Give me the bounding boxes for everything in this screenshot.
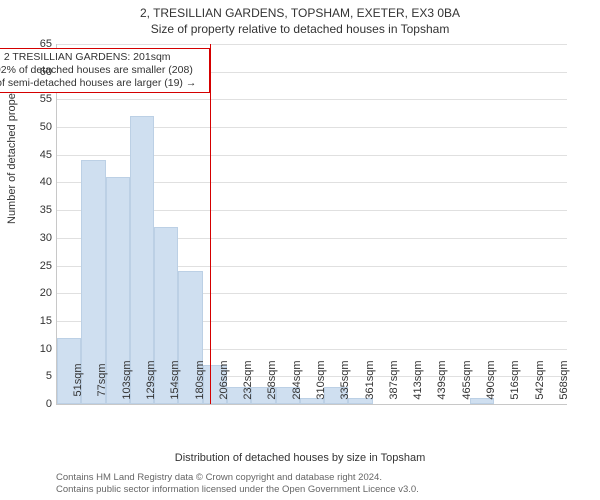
y-tick-label: 50: [2, 121, 52, 133]
attribution-line: Contains public sector information licen…: [56, 484, 419, 496]
y-tick-label: 65: [2, 38, 52, 50]
x-tick-label: 180sqm: [194, 350, 206, 410]
x-tick-label: 51sqm: [72, 350, 84, 410]
y-tick-label: 55: [2, 93, 52, 105]
x-tick-label: 568sqm: [558, 350, 570, 410]
y-tick-label: 60: [2, 66, 52, 78]
reference-line: [210, 44, 211, 404]
x-axis-label: Distribution of detached houses by size …: [0, 452, 600, 464]
x-tick-label: 335sqm: [339, 350, 351, 410]
x-tick-label: 542sqm: [534, 350, 546, 410]
y-tick-label: 45: [2, 149, 52, 161]
x-tick-label: 413sqm: [412, 350, 424, 410]
x-tick-label: 516sqm: [509, 350, 521, 410]
x-tick-label: 129sqm: [145, 350, 157, 410]
grid-line: [57, 44, 567, 45]
page-title: 2, TRESILLIAN GARDENS, TOPSHAM, EXETER, …: [0, 6, 600, 20]
annotation-line: 8% of semi-detached houses are larger (1…: [0, 77, 205, 90]
y-tick-label: 30: [2, 232, 52, 244]
x-tick-label: 310sqm: [315, 350, 327, 410]
y-tick-label: 40: [2, 176, 52, 188]
x-tick-label: 258sqm: [266, 350, 278, 410]
y-tick-label: 25: [2, 260, 52, 272]
x-tick-label: 232sqm: [242, 350, 254, 410]
y-tick-label: 10: [2, 343, 52, 355]
x-tick-label: 439sqm: [436, 350, 448, 410]
y-tick-label: 35: [2, 204, 52, 216]
x-tick-label: 387sqm: [388, 350, 400, 410]
page-subtitle: Size of property relative to detached ho…: [0, 22, 600, 36]
y-tick-label: 5: [2, 370, 52, 382]
annotation-line: 2 TRESILLIAN GARDENS: 201sqm: [0, 51, 205, 64]
attribution-line: Contains HM Land Registry data © Crown c…: [56, 472, 419, 484]
x-tick-label: 154sqm: [169, 350, 181, 410]
y-tick-label: 15: [2, 315, 52, 327]
x-tick-label: 77sqm: [96, 350, 108, 410]
x-tick-label: 206sqm: [218, 350, 230, 410]
attribution-text: Contains HM Land Registry data © Crown c…: [56, 472, 419, 496]
x-tick-label: 465sqm: [461, 350, 473, 410]
x-tick-label: 490sqm: [485, 350, 497, 410]
x-tick-label: 361sqm: [364, 350, 376, 410]
grid-line: [57, 99, 567, 100]
x-tick-label: 284sqm: [291, 350, 303, 410]
x-tick-label: 103sqm: [121, 350, 133, 410]
y-tick-label: 0: [2, 398, 52, 410]
y-tick-label: 20: [2, 287, 52, 299]
